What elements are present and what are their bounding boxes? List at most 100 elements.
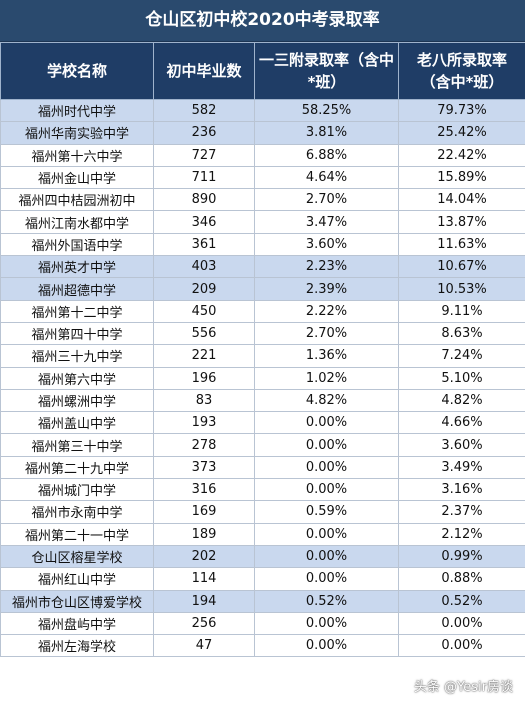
- table-row: 福州外国语中学 361 3.60% 11.63%: [0, 232, 525, 257]
- table-row: 福州盖山中学 193 0.00% 4.66%: [0, 411, 525, 435]
- rate-13-cell: 0.00%: [254, 567, 399, 591]
- rate-8-cell: 0.00%: [398, 611, 525, 636]
- rate-8-cell: 10.67%: [398, 255, 525, 279]
- rate-8-cell: 4.82%: [398, 388, 525, 413]
- graduates-cell: 403: [153, 255, 255, 279]
- rate-8-cell: 11.63%: [398, 232, 525, 257]
- rate-13-cell: 0.52%: [254, 589, 399, 613]
- school-name-cell: 福州红山中学: [0, 567, 154, 591]
- rate-13-cell: 1.02%: [254, 366, 399, 390]
- table-row: 福州第六中学 196 1.02% 5.10%: [0, 366, 525, 390]
- rate-8-cell: 0.88%: [398, 567, 525, 591]
- table-row: 福州江南水都中学 346 3.47% 13.87%: [0, 210, 525, 234]
- table-row: 福州四中桔园洲初中 890 2.70% 14.04%: [0, 188, 525, 212]
- header-rate-8: 老八所录取率（含中*班）: [398, 42, 525, 100]
- header-graduates: 初中毕业数: [153, 42, 255, 100]
- school-name-cell: 福州江南水都中学: [0, 210, 154, 234]
- school-name-cell: 福州超德中学: [0, 277, 154, 301]
- school-name-cell: 福州三十九中学: [0, 344, 154, 368]
- school-name-cell: 福州第二十九中学: [0, 455, 154, 480]
- graduates-cell: 47: [153, 634, 255, 658]
- school-name-cell: 福州第十六中学: [0, 143, 154, 167]
- school-name-cell: 福州盘屿中学: [0, 611, 154, 636]
- table-row: 福州金山中学 711 4.64% 15.89%: [0, 165, 525, 190]
- rate-8-cell: 0.00%: [398, 634, 525, 658]
- rate-13-cell: 2.23%: [254, 255, 399, 279]
- table-row: 福州城门中学 316 0.00% 3.16%: [0, 478, 525, 502]
- rate-8-cell: 13.87%: [398, 210, 525, 234]
- rate-13-cell: 0.00%: [254, 544, 399, 569]
- graduates-cell: 316: [153, 478, 255, 502]
- rate-13-cell: 2.70%: [254, 321, 399, 346]
- table-title: 仓山区初中校2020中考录取率: [0, 0, 525, 42]
- rate-8-cell: 3.49%: [398, 455, 525, 480]
- table-row: 福州英才中学 403 2.23% 10.67%: [0, 255, 525, 279]
- graduates-cell: 361: [153, 232, 255, 257]
- graduates-cell: 236: [153, 121, 255, 145]
- school-name-cell: 福州时代中学: [0, 98, 154, 123]
- graduates-cell: 450: [153, 299, 255, 323]
- header-rate-13: 一三附录取率（含中*班）: [254, 42, 399, 100]
- graduates-cell: 189: [153, 522, 255, 546]
- table-row: 福州市永南中学 169 0.59% 2.37%: [0, 500, 525, 524]
- school-name-cell: 福州螺洲中学: [0, 388, 154, 413]
- rate-13-cell: 2.70%: [254, 188, 399, 212]
- rate-8-cell: 15.89%: [398, 165, 525, 190]
- table-row: 福州红山中学 114 0.00% 0.88%: [0, 567, 525, 591]
- school-name-cell: 福州市永南中学: [0, 500, 154, 524]
- rate-13-cell: 4.64%: [254, 165, 399, 190]
- rate-13-cell: 0.00%: [254, 634, 399, 658]
- rate-8-cell: 4.66%: [398, 411, 525, 435]
- rate-13-cell: 0.00%: [254, 433, 399, 457]
- rate-8-cell: 9.11%: [398, 299, 525, 323]
- graduates-cell: 209: [153, 277, 255, 301]
- rate-13-cell: 3.81%: [254, 121, 399, 145]
- table-row: 福州三十九中学 221 1.36% 7.24%: [0, 344, 525, 368]
- school-name-cell: 福州四中桔园洲初中: [0, 188, 154, 212]
- graduates-cell: 196: [153, 366, 255, 390]
- graduates-cell: 83: [153, 388, 255, 413]
- graduates-cell: 193: [153, 411, 255, 435]
- school-name-cell: 福州市仓山区博爱学校: [0, 589, 154, 613]
- school-name-cell: 福州左海学校: [0, 634, 154, 658]
- graduates-cell: 169: [153, 500, 255, 524]
- rate-13-cell: 0.00%: [254, 611, 399, 636]
- school-name-cell: 福州第四十中学: [0, 321, 154, 346]
- header-row: 学校名称 初中毕业数 一三附录取率（含中*班） 老八所录取率（含中*班）: [0, 42, 525, 100]
- table-row: 福州市仓山区博爱学校 194 0.52% 0.52%: [0, 589, 525, 613]
- rate-8-cell: 0.52%: [398, 589, 525, 613]
- school-name-cell: 福州外国语中学: [0, 232, 154, 257]
- school-name-cell: 福州第二十一中学: [0, 522, 154, 546]
- table-row: 福州时代中学 582 58.25% 79.73%: [0, 98, 525, 123]
- table-row: 福州盘屿中学 256 0.00% 0.00%: [0, 611, 525, 636]
- rate-13-cell: 1.36%: [254, 344, 399, 368]
- table-row: 仓山区榕星学校 202 0.00% 0.99%: [0, 544, 525, 569]
- graduates-cell: 278: [153, 433, 255, 457]
- admission-table: 学校名称 初中毕业数 一三附录取率（含中*班） 老八所录取率（含中*班） 福州时…: [0, 42, 525, 658]
- rate-8-cell: 22.42%: [398, 143, 525, 167]
- school-name-cell: 福州华南实验中学: [0, 121, 154, 145]
- rate-8-cell: 2.37%: [398, 500, 525, 524]
- graduates-cell: 727: [153, 143, 255, 167]
- rate-13-cell: 3.47%: [254, 210, 399, 234]
- rate-8-cell: 0.99%: [398, 544, 525, 569]
- rate-13-cell: 4.82%: [254, 388, 399, 413]
- school-name-cell: 福州城门中学: [0, 478, 154, 502]
- school-name-cell: 福州金山中学: [0, 165, 154, 190]
- rate-8-cell: 14.04%: [398, 188, 525, 212]
- rate-8-cell: 10.53%: [398, 277, 525, 301]
- table-row: 福州螺洲中学 83 4.82% 4.82%: [0, 388, 525, 413]
- table-row: 福州第二十一中学 189 0.00% 2.12%: [0, 522, 525, 546]
- rate-8-cell: 25.42%: [398, 121, 525, 145]
- graduates-cell: 346: [153, 210, 255, 234]
- rate-13-cell: 2.39%: [254, 277, 399, 301]
- table-row: 福州华南实验中学 236 3.81% 25.42%: [0, 121, 525, 145]
- graduates-cell: 194: [153, 589, 255, 613]
- rate-13-cell: 0.00%: [254, 522, 399, 546]
- school-name-cell: 福州第六中学: [0, 366, 154, 390]
- rate-13-cell: 58.25%: [254, 98, 399, 123]
- table-row: 福州第十六中学 727 6.88% 22.42%: [0, 143, 525, 167]
- school-name-cell: 福州盖山中学: [0, 411, 154, 435]
- rate-8-cell: 79.73%: [398, 98, 525, 123]
- graduates-cell: 373: [153, 455, 255, 480]
